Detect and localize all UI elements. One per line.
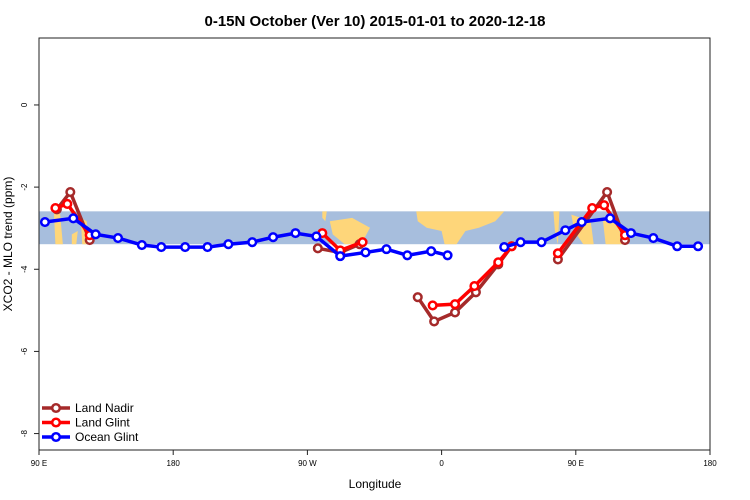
land-shape: [602, 217, 624, 245]
land-shape: [322, 211, 327, 222]
data-point: [536, 237, 547, 248]
data-point: [65, 186, 76, 198]
series-group: [39, 186, 704, 327]
y-tick-label: -6: [20, 347, 29, 355]
data-point: [560, 225, 571, 236]
data-point: [68, 213, 79, 224]
plot-frame: [38, 37, 711, 451]
legend-marker: [50, 431, 62, 443]
data-point: [442, 250, 453, 261]
data-point: [499, 242, 510, 253]
x-tick-label: 90 W: [298, 459, 317, 468]
data-point: [693, 241, 704, 252]
y-tick-label: -8: [20, 429, 29, 437]
data-point: [515, 237, 526, 248]
x-tick-label: 90 E: [568, 459, 584, 468]
data-point: [156, 242, 167, 253]
y-axis: 0 -2 -4 -6 -8: [20, 102, 39, 437]
chart-title: 0-15N October (Ver 10) 2015-01-01 to 202…: [204, 13, 545, 30]
data-point: [357, 237, 368, 248]
data-point: [648, 232, 659, 244]
data-point: [223, 239, 234, 250]
legend-marker: [50, 417, 62, 428]
data-point: [50, 203, 61, 214]
legend-label: Land Glint: [75, 416, 130, 430]
land-shape: [329, 217, 371, 245]
land-shape: [553, 211, 560, 245]
x-tick-label: 90 E: [31, 459, 47, 468]
x-tick-label: 180: [703, 459, 717, 468]
data-point: [625, 228, 637, 239]
x-axis-label: Longitude: [349, 477, 402, 491]
x-tick-label: 180: [167, 459, 181, 468]
x-axis: 90 E 180 90 W 0 90 E 180: [31, 450, 717, 468]
data-point: [426, 246, 437, 257]
data-point: [290, 228, 301, 239]
y-axis-label: XCO2 - MLO trend (ppm): [1, 177, 15, 312]
data-point: [552, 248, 563, 259]
series-line: [503, 216, 699, 249]
data-point: [412, 292, 423, 303]
data-point: [672, 241, 683, 252]
data-point: [605, 213, 616, 224]
data-point: [449, 299, 461, 310]
data-point: [493, 257, 504, 268]
y-tick-label: -4: [20, 265, 29, 273]
data-point: [39, 216, 51, 228]
y-tick-label: 0: [20, 102, 29, 107]
series-ocean-glint: [39, 213, 704, 262]
data-point: [449, 307, 461, 318]
ocean-band: [39, 211, 710, 245]
data-point: [602, 186, 613, 198]
data-point: [429, 316, 440, 327]
data-point: [469, 281, 480, 292]
data-point: [90, 229, 101, 240]
legend-label: Land Nadir: [75, 401, 134, 415]
legend-label: Ocean Glint: [75, 430, 139, 444]
land-shape: [71, 231, 78, 245]
data-point: [360, 247, 371, 258]
data-point: [62, 198, 73, 210]
data-point: [587, 203, 598, 214]
data-point: [335, 251, 346, 262]
data-point: [599, 200, 610, 211]
data-point: [202, 242, 213, 253]
data-point: [576, 216, 587, 228]
data-point: [427, 300, 438, 311]
data-point: [180, 242, 191, 253]
x-tick-label: 0: [439, 459, 444, 468]
data-point: [112, 232, 124, 244]
data-point: [268, 232, 279, 243]
data-point: [247, 237, 258, 248]
data-point: [311, 231, 322, 242]
y-tick-label: -2: [20, 183, 29, 191]
land-shape: [416, 211, 505, 245]
data-point: [402, 250, 413, 261]
legend-marker: [50, 402, 62, 414]
data-point: [136, 239, 147, 251]
data-point: [381, 244, 392, 255]
data-point: [312, 243, 323, 254]
